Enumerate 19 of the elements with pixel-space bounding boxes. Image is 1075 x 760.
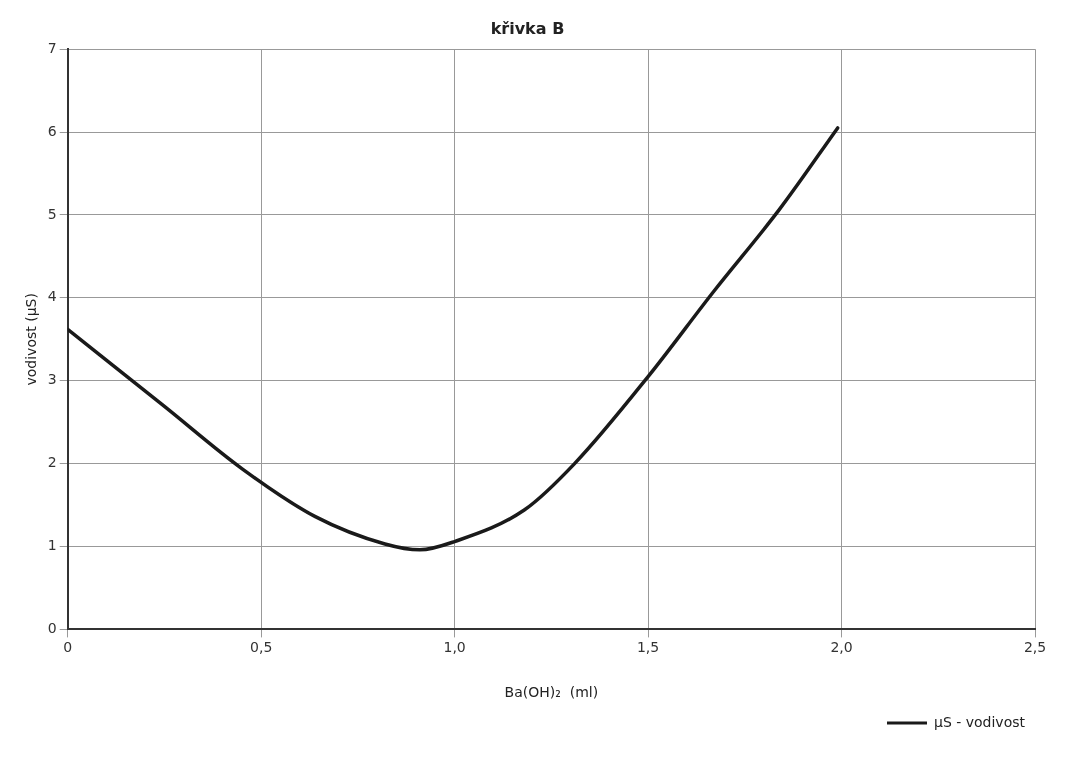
x-axis-title: Ba(OH)₂ (ml) (504, 684, 599, 701)
x-tick-label: 2,5 (1023, 639, 1047, 656)
y-tick-label: 4 (47, 288, 57, 305)
x-tick-label: 2,0 (830, 639, 853, 656)
y-axis-title: vodivost (µS) (23, 293, 40, 386)
y-tick-label: 1 (47, 537, 57, 554)
y-tick-label: 6 (47, 122, 57, 139)
x-tick-label: 1,0 (443, 639, 466, 656)
x-tick-label: 0,5 (250, 639, 273, 656)
x-tick-label: 0 (63, 639, 73, 656)
legend-label: µS - vodivost (933, 713, 1026, 730)
y-tick-label: 2 (47, 454, 57, 471)
x-tick-label: 1,5 (636, 639, 660, 656)
y-tick-label: 0 (47, 620, 57, 637)
chart-title: křivka B (490, 18, 565, 38)
y-tick-label: 7 (47, 39, 57, 56)
line-series (67, 126, 840, 552)
y-tick-label: 3 (47, 371, 57, 388)
y-tick-label: 5 (47, 205, 57, 222)
